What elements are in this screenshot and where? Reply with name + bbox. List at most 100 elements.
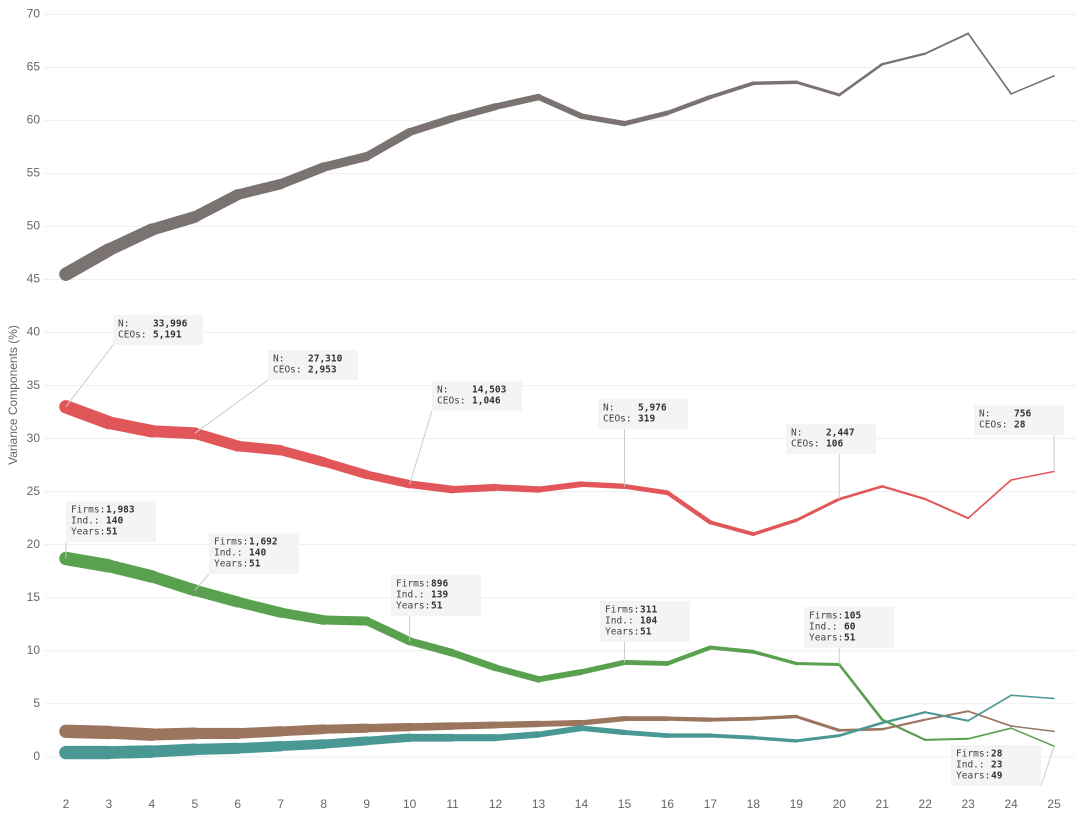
line-segment	[189, 427, 244, 452]
annotation-value: 105	[844, 611, 861, 622]
line-segment	[492, 720, 542, 729]
annotation-label: Ind.:	[71, 516, 100, 527]
line-segment	[319, 151, 372, 172]
annotation-label: CEOs:	[979, 420, 1008, 431]
line-segment	[837, 62, 884, 97]
annotation-label: Firms:	[956, 749, 990, 760]
line-segment	[535, 481, 585, 493]
x-tick-label: 8	[320, 797, 327, 811]
x-tick-label: 3	[106, 797, 113, 811]
annotation-value: 23	[991, 760, 1003, 771]
x-tick-label: 14	[575, 797, 589, 811]
x-tick-label: 13	[532, 797, 546, 811]
y-tick-label: 10	[27, 643, 41, 657]
x-tick-label: 17	[704, 797, 718, 811]
y-tick-label: 35	[27, 378, 41, 392]
annotation-label: N:	[118, 319, 129, 330]
annotation-label: CEOs:	[791, 439, 820, 450]
annotation-label: CEOs:	[437, 396, 466, 407]
x-tick-label: 4	[148, 797, 155, 811]
line-segment	[145, 211, 201, 236]
annotation-label: Firms:	[214, 537, 248, 548]
line-segment	[59, 400, 116, 430]
line-segment	[189, 584, 244, 608]
annotation-value: 51	[106, 527, 118, 538]
y-axis-label: Variance Components (%)	[6, 325, 20, 465]
line-segment	[924, 32, 970, 55]
annotation-box	[600, 601, 690, 642]
line-segment	[319, 723, 372, 734]
line-segment	[535, 669, 585, 683]
line-segment	[275, 724, 329, 737]
line-segment	[449, 483, 500, 494]
line-segment	[145, 570, 201, 597]
y-tick-label: 50	[27, 219, 41, 233]
line-segment	[578, 113, 628, 127]
x-tick-label: 6	[234, 797, 241, 811]
y-tick-label: 60	[27, 113, 41, 127]
line-segment	[751, 736, 799, 743]
line-segment	[275, 445, 329, 467]
line-segment	[492, 93, 542, 110]
line-segment	[102, 223, 159, 257]
line-segment	[59, 551, 116, 573]
annotation-value: 51	[431, 601, 443, 612]
annotation-value: 51	[249, 559, 261, 570]
line-segment	[59, 243, 116, 281]
line-segment	[232, 178, 286, 200]
line-segment	[319, 736, 372, 749]
annotation-value: 106	[826, 439, 843, 450]
annotation-box	[113, 315, 203, 345]
annotation-label: N:	[603, 403, 614, 414]
y-tick-label: 70	[27, 7, 41, 21]
line-segment	[665, 94, 713, 116]
line-segment	[837, 485, 884, 501]
annotation-label: Years:	[214, 559, 248, 570]
line-segment	[708, 81, 756, 100]
annotation-value: 1,983	[106, 505, 135, 516]
line-segment	[405, 480, 457, 494]
annotation-box	[209, 533, 299, 574]
line-segment	[967, 727, 1012, 740]
line-segment	[1010, 727, 1055, 747]
annotation-box	[598, 399, 688, 429]
line-segment	[665, 490, 713, 525]
annotation-label: Firms:	[605, 605, 639, 616]
line-segment	[405, 722, 457, 731]
annotation-label: Years:	[396, 601, 430, 612]
x-tick-label: 7	[277, 797, 284, 811]
line-segment	[751, 650, 799, 666]
line-segment	[967, 694, 1012, 722]
line-segment	[102, 559, 159, 583]
annotation-box	[804, 607, 894, 648]
line-segment	[794, 80, 841, 97]
x-tick-label: 15	[618, 797, 632, 811]
line-segment	[924, 498, 970, 520]
line-segment	[449, 721, 500, 730]
annotation-label: Ind.:	[396, 590, 425, 601]
annotation-label: Firms:	[71, 505, 105, 516]
y-tick-label: 55	[27, 166, 41, 180]
line-segment	[362, 127, 414, 161]
x-tick-label: 10	[403, 797, 417, 811]
line-segment	[232, 741, 286, 754]
annotation-value: 756	[1014, 409, 1031, 420]
line-segment	[405, 637, 457, 657]
line-segment	[924, 710, 970, 721]
line-segment	[232, 596, 286, 618]
annotation-box	[974, 405, 1064, 435]
line-segment	[622, 110, 670, 127]
line-segment	[319, 457, 372, 480]
annotation-value: 104	[640, 616, 657, 627]
annotation-label: Years:	[956, 771, 990, 782]
line-segment	[794, 497, 841, 522]
line-segment	[449, 649, 500, 672]
annotation-value: 5,976	[638, 403, 667, 414]
line-segment	[362, 722, 414, 733]
annotation-box	[951, 745, 1041, 786]
y-tick-label: 65	[27, 60, 41, 74]
annotation-label: Ind.:	[214, 548, 243, 559]
line-segment	[578, 481, 628, 490]
line-segment	[145, 425, 201, 440]
